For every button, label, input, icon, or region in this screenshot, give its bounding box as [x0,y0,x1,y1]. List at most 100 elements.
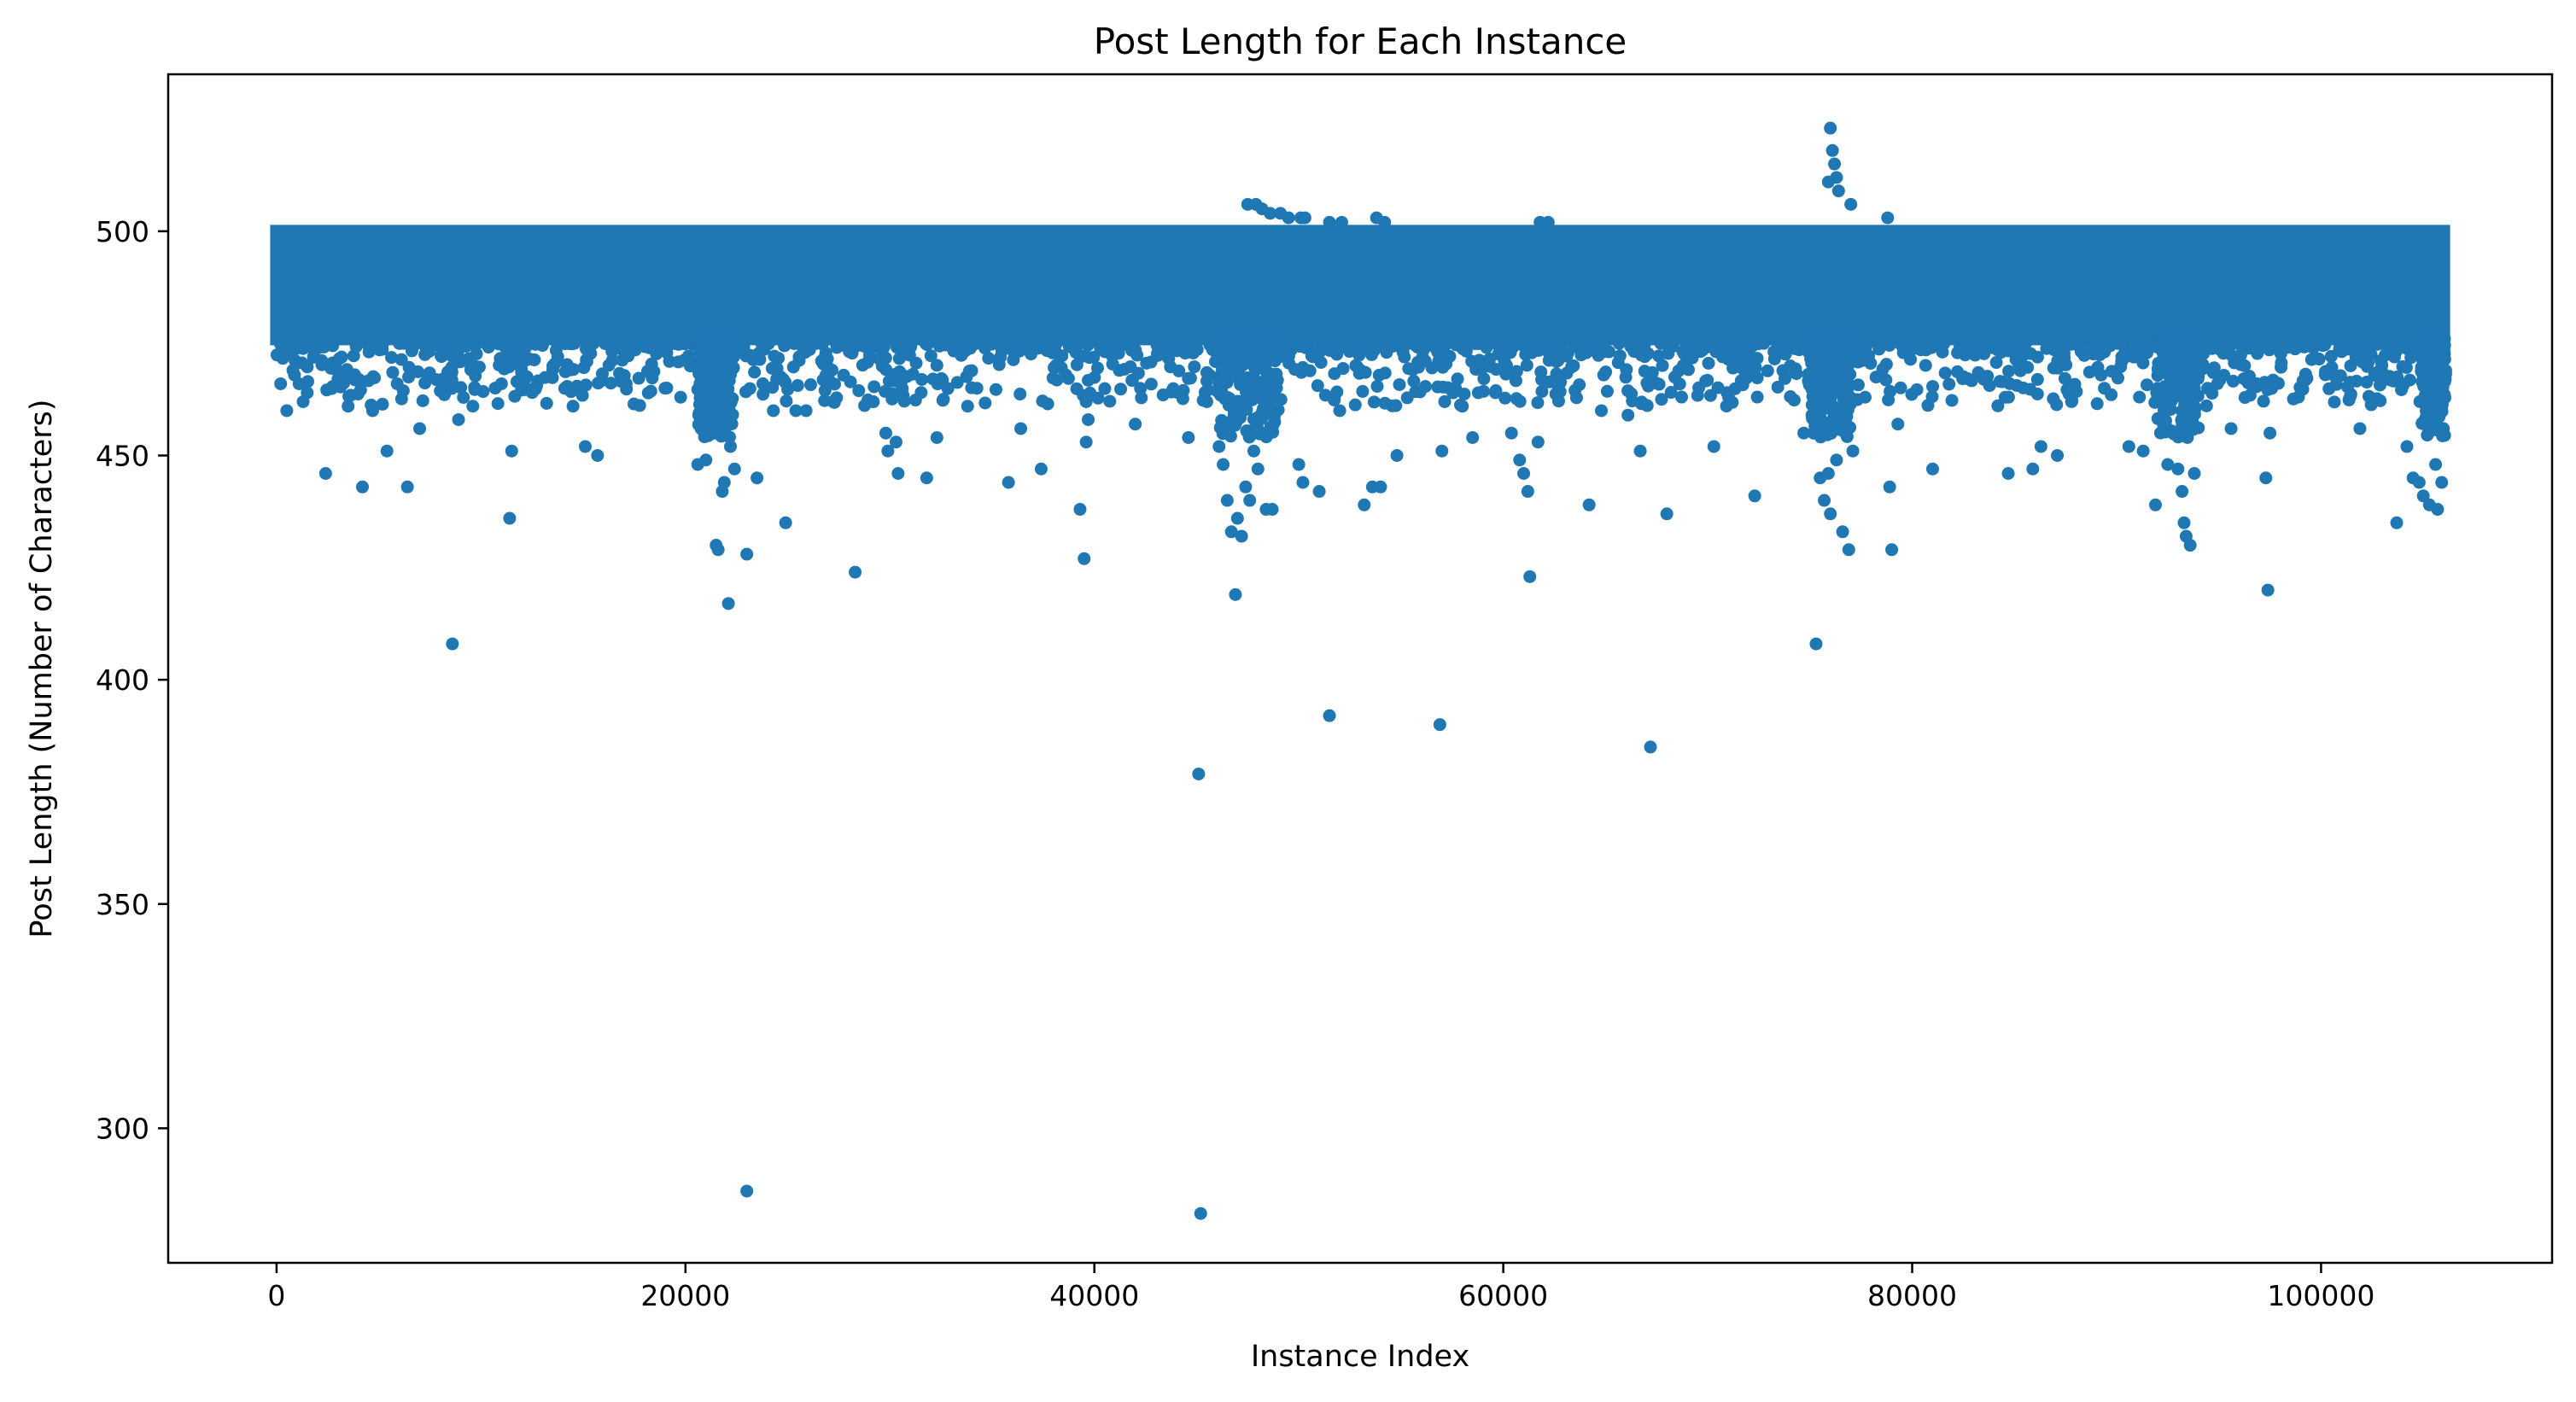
data-point [1993,375,2006,388]
data-point [1942,377,1956,391]
data-point [992,358,1006,371]
data-point [2140,378,2153,392]
dense-band-core [270,225,2450,346]
data-point [2328,395,2341,409]
data-point [778,339,791,353]
data-point [1292,458,1306,471]
data-point [2183,539,2197,552]
data-point [1059,368,1072,382]
data-point [2404,351,2418,365]
data-point [509,337,523,351]
data-point [1498,391,1512,405]
data-point [1740,371,1754,385]
data-point [1129,418,1142,431]
data-point [1729,359,1743,373]
data-point [1807,379,1820,393]
data-point [270,348,283,362]
data-point [1741,358,1755,371]
data-point [2177,516,2191,529]
data-point [1367,395,1381,409]
data-point [2001,390,2015,404]
data-point [1002,476,1015,489]
data-point [756,388,770,401]
data-point [959,343,973,357]
data-point [2053,341,2067,354]
data-point [570,379,584,393]
data-point [1663,336,1677,350]
data-point [1349,359,1363,372]
data-point [746,353,760,366]
data-point [1696,343,1709,357]
data-point [2192,421,2205,435]
data-point [349,340,363,353]
x-tick-label: 0 [267,1279,285,1312]
data-point [1271,333,1285,347]
data-point [2237,372,2251,386]
data-point [2122,440,2135,453]
data-point [2158,336,2171,350]
data-point [335,350,348,364]
data-point [2087,340,2100,353]
data-point [1488,386,1502,400]
data-point [1332,342,1346,356]
x-tick-label: 60000 [1458,1279,1548,1312]
data-point [1106,357,1119,371]
data-point [1200,394,1213,408]
data-point [1409,339,1422,353]
data-point [856,359,869,372]
data-point [276,336,289,350]
data-point [578,440,592,453]
data-point [1233,353,1247,367]
data-point [704,415,718,429]
data-point [2082,365,2096,379]
data-point [1994,336,2007,350]
data-point [1265,392,1278,406]
data-point [446,637,459,651]
data-point [852,384,866,398]
data-point [605,345,619,359]
data-point [1767,352,1781,365]
data-point [740,547,754,561]
data-point [1251,379,1265,393]
data-point [2312,338,2326,352]
data-point [1534,365,1548,379]
data-point [351,387,365,400]
data-point [2259,471,2273,485]
data-point [1312,485,1326,499]
data-point [721,382,735,395]
data-point [657,337,671,351]
data-points [274,121,2449,1220]
data-point [672,355,686,369]
data-point [2164,394,2178,407]
data-point [1531,435,1545,449]
data-point [1335,215,1348,229]
data-point [2133,337,2147,351]
data-point [2021,360,2035,374]
data-point [1685,351,1699,365]
data-point [1162,352,1176,365]
data-point [1220,494,1234,507]
data-point [1595,340,1609,353]
data-point [1183,371,1197,385]
data-point [300,359,313,372]
data-point [1983,379,1996,393]
data-point [1398,350,1411,364]
data-point [575,388,589,402]
data-point [2374,354,2387,368]
data-point [301,386,314,400]
data-point [2060,383,2074,396]
data-point [1083,351,1096,365]
data-point [1254,427,1268,441]
data-point [2263,343,2276,357]
data-point [2368,369,2381,383]
data-point [380,444,394,458]
data-point [1247,444,1260,458]
data-point [2111,336,2124,350]
data-point [1098,382,1112,395]
data-point [1225,346,1239,359]
data-point [1049,337,1063,351]
data-point [1264,421,1277,435]
data-point [1114,383,1128,396]
data-point [915,372,929,386]
data-point [1528,337,1542,351]
